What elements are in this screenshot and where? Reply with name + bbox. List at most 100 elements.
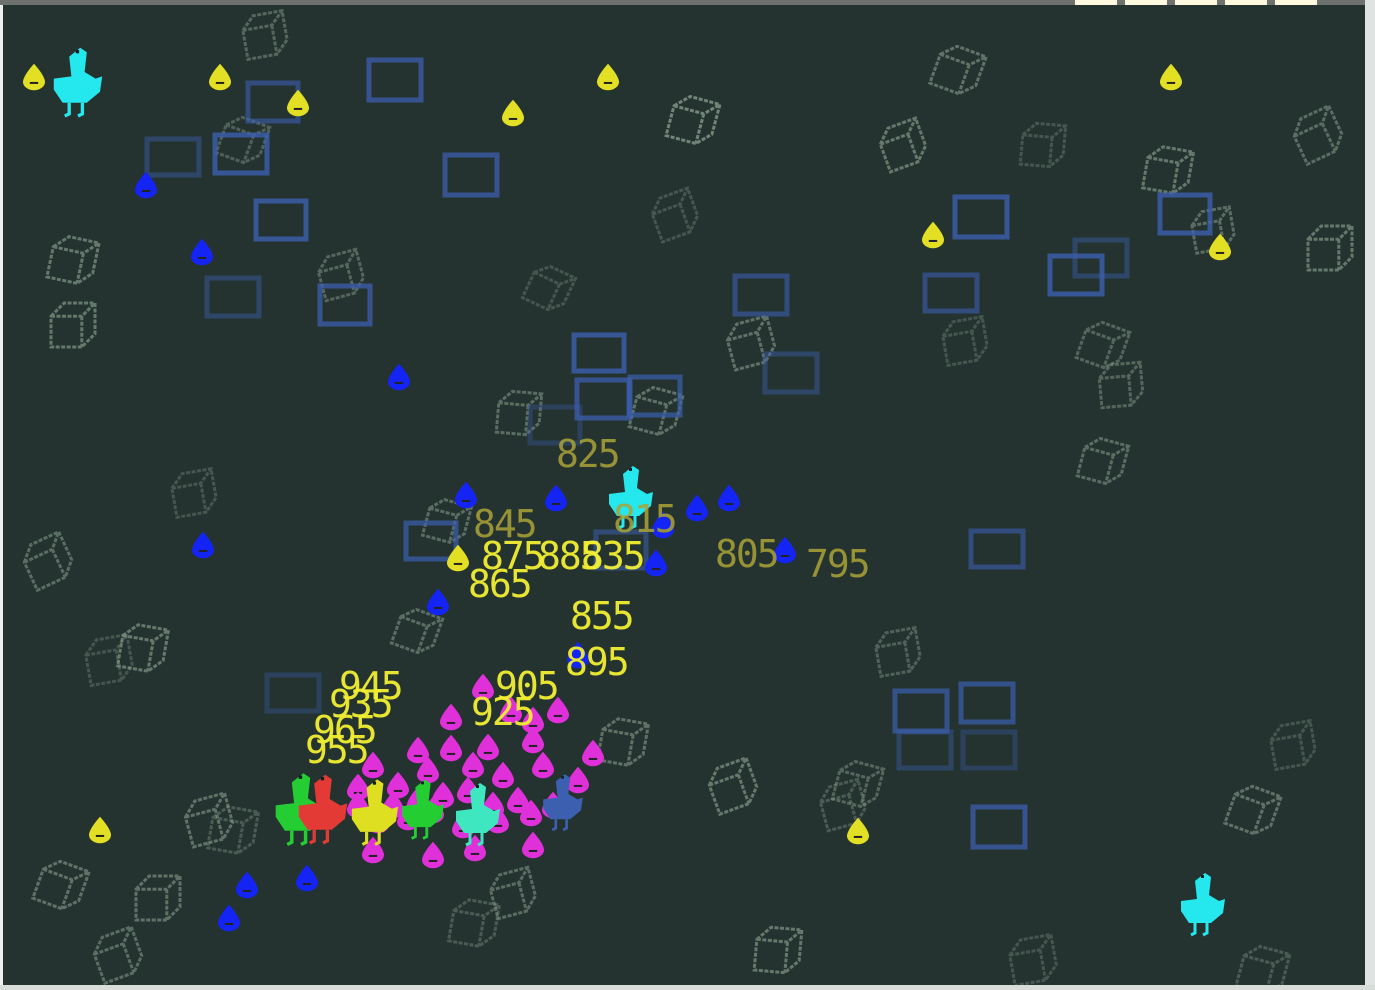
cube-icon [874,625,922,679]
drop-icon [417,756,439,784]
cube-icon [183,791,235,849]
drop-icon [287,89,309,117]
drop-icon [686,494,708,522]
cube-icon [1097,360,1145,410]
drop-icon [652,511,674,539]
cube-icon [1008,932,1058,985]
score-popup: 945 [339,664,404,708]
drop-icon [192,531,214,559]
box-icon [968,528,1026,570]
bird-icon [53,47,103,118]
cube-icon [389,607,445,655]
drop-icon [1209,233,1231,261]
cube-icon [30,859,92,911]
score-popup: 825 [556,432,621,476]
drop-icon [427,588,449,616]
drop-icon [462,751,484,779]
drop-icon [447,544,469,572]
box-icon [442,152,500,198]
box-icon [762,351,820,395]
drop-icon [522,706,544,734]
cube-icon [1269,718,1317,772]
box-icon [204,275,262,319]
drop-icon [582,739,604,767]
cube-icon [22,529,74,593]
drop-icon [388,363,410,391]
box-icon [253,198,309,242]
cube-icon [49,301,97,349]
drop-icon [567,766,589,794]
drop-icon [567,641,589,669]
window-right-edge [1365,0,1375,990]
cube-icon [725,314,777,372]
box-icon [527,404,583,446]
score-popup: 885 [538,534,603,578]
cube-icon [45,235,101,285]
drop-icon [218,904,240,932]
cube-icon [1075,436,1131,486]
box-icon [1157,192,1213,236]
cube-icon [316,247,366,303]
drop-icon [362,751,384,779]
box-icon [896,729,954,771]
score-popup: 835 [581,534,646,578]
bird-icon [609,466,653,530]
cube-icon [650,186,700,244]
score-popup: 895 [565,640,630,684]
cube-icon [941,314,989,368]
drop-icon [362,836,384,864]
cube-icon [520,264,578,312]
drop-icon [89,816,111,844]
box-icon [627,374,683,418]
drop-icon [387,771,409,799]
bird-icon [351,779,399,846]
cube-icon [170,466,218,520]
box-icon [264,672,322,714]
box-icon [1047,253,1105,297]
drop-icon [440,703,462,731]
drop-icon [532,751,554,779]
drop-icon [502,99,524,127]
cube-icon [664,94,722,146]
game-scene [22,8,1354,985]
score-popup: 905 [495,664,560,708]
score-popup: 935 [329,682,394,726]
cube-icon [420,498,474,544]
drop-icon [520,799,542,827]
cube-icon [927,44,989,96]
drop-icon [522,726,544,754]
box-icon [958,681,1016,725]
drop-icon [464,834,486,862]
drop-icon [522,831,544,859]
game-playfield[interactable]: 825 845 815 805 795 875 885 835 865 855 … [3,5,1365,985]
drop-icon [500,696,522,724]
cube-icon [134,874,182,922]
cube-icon [595,717,651,767]
score-popup: 815 [613,497,678,541]
drop-icon [455,481,477,509]
box-icon [970,804,1028,850]
drop-icon [296,864,318,892]
drop-icon [507,786,529,814]
cube-icon [1018,121,1068,169]
cube-icon [707,755,759,817]
drop-icon [718,484,740,512]
cube-icon [1222,784,1284,836]
box-icon [366,57,424,103]
cube-icon [446,898,502,948]
window-bottom-edge [0,985,1375,990]
drop-icon [191,238,213,266]
bird-icon [298,774,348,845]
drop-icon [547,696,569,724]
drop-icon [440,734,462,762]
drop-icon [847,817,869,845]
cube-icon [1074,320,1132,370]
box-icon [732,273,790,317]
cube-icon [627,385,685,437]
cube-icon [1306,224,1354,272]
bird-icon [402,779,444,840]
box-icon [892,688,950,734]
bird-icon [1181,873,1225,937]
box-icon [403,520,459,562]
